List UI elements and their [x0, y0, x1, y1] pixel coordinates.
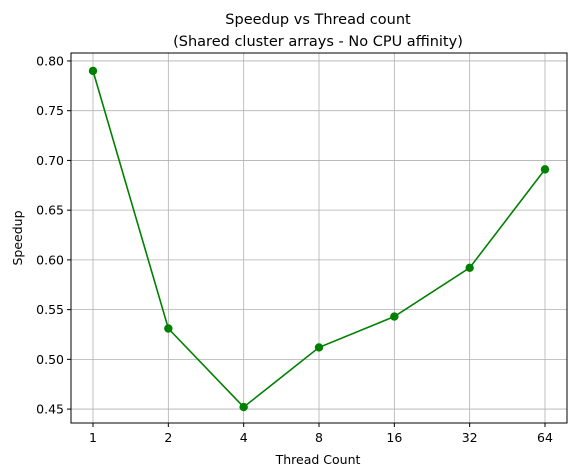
y-tick-label: 0.55 — [36, 302, 64, 317]
data-point — [390, 312, 399, 321]
x-tick-label: 4 — [240, 430, 248, 445]
data-point — [314, 343, 324, 352]
plot-frame — [70, 52, 568, 424]
y-tick-label: 0.75 — [36, 103, 64, 118]
data-point — [465, 263, 474, 273]
series-group — [88, 66, 550, 412]
x-axis-ticks: 1 2 4 8 16 32 64 — [89, 423, 553, 445]
y-tick-label: 0.65 — [36, 203, 64, 218]
x-tick-label: 8 — [315, 430, 323, 445]
x-tick-label: 16 — [386, 430, 402, 445]
y-tick-label: 0.60 — [36, 252, 64, 267]
data-point — [88, 66, 98, 76]
y-axis-label: Speedup — [10, 210, 25, 265]
x-tick-label: 1 — [89, 430, 97, 445]
chart-title: Speedup vs Thread count — [225, 12, 411, 28]
y-tick-label: 0.70 — [36, 153, 64, 168]
data-point — [540, 165, 550, 174]
y-tick-label: 0.50 — [36, 352, 64, 367]
data-point — [239, 402, 248, 412]
x-tick-label: 64 — [537, 430, 553, 445]
y-tick-label: 0.45 — [36, 402, 64, 417]
data-point — [164, 324, 173, 333]
y-axis-ticks: 0.45 0.50 0.55 0.60 0.65 0.70 0.75 0.80 — [36, 53, 71, 417]
y-tick-label: 0.80 — [36, 53, 64, 68]
grid-lines — [71, 53, 567, 423]
x-tick-label: 2 — [164, 430, 172, 445]
x-axis-label: Thread Count — [275, 452, 361, 467]
chart-subtitle: (Shared cluster arrays - No CPU affinity… — [173, 34, 463, 50]
x-tick-label: 32 — [462, 430, 478, 445]
